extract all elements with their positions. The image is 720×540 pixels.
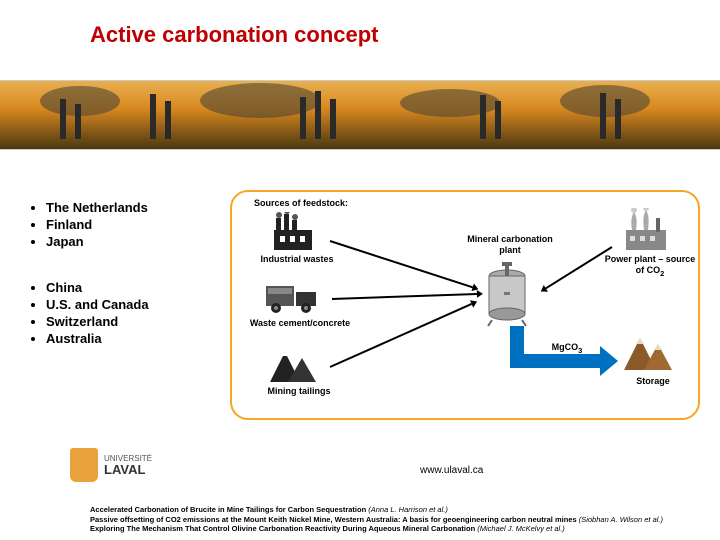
- reference-line: Passive offsetting of CO2 emissions at t…: [90, 515, 690, 525]
- banner-image: [0, 80, 720, 150]
- product-label: MgCO3: [542, 342, 592, 355]
- countries-list-2: China U.S. and Canada Switzerland Australia: [28, 280, 149, 348]
- country-item: U.S. and Canada: [46, 297, 149, 312]
- factory-icon: [270, 212, 316, 252]
- arrow: [330, 303, 472, 368]
- url-text: www.ulaval.ca: [420, 465, 483, 476]
- countries-list-1: The Netherlands Finland Japan: [28, 200, 148, 251]
- country-item: Finland: [46, 217, 148, 232]
- process-diagram: Sources of feedstock: Industrial wastes …: [230, 190, 700, 420]
- power-label: Power plant – source of CO2: [604, 254, 696, 278]
- sources-header: Sources of feedstock:: [254, 198, 348, 209]
- reference-line: Exploring The Mechanism That Control Oli…: [90, 524, 690, 534]
- truck-icon: [262, 280, 322, 316]
- country-item: Switzerland: [46, 314, 149, 329]
- reference-line: Accelerated Carbonation of Brucite in Mi…: [90, 505, 690, 515]
- country-item: China: [46, 280, 149, 295]
- logo-shield-icon: [70, 448, 98, 482]
- country-item: Australia: [46, 331, 149, 346]
- logo-name: LAVAL: [104, 463, 152, 476]
- arrow: [330, 240, 473, 288]
- arrow: [332, 293, 477, 300]
- cement-label: Waste cement/concrete: [240, 318, 360, 329]
- powerplant-icon: [620, 208, 676, 252]
- university-logo: UNIVERSITÉ LAVAL: [70, 448, 152, 482]
- reactor-icon: [482, 262, 532, 328]
- page-title: Active carbonation concept: [90, 22, 379, 48]
- country-item: Japan: [46, 234, 148, 249]
- references: Accelerated Carbonation of Brucite in Mi…: [90, 505, 690, 534]
- industrial-label: Industrial wastes: [252, 254, 342, 265]
- mining-label: Mining tailings: [254, 386, 344, 397]
- plant-label: Mineral carbonation plant: [460, 234, 560, 256]
- storage-label: Storage: [628, 376, 678, 387]
- mountain-icon: [260, 344, 320, 384]
- storage-icon: [618, 330, 678, 374]
- country-item: The Netherlands: [46, 200, 148, 215]
